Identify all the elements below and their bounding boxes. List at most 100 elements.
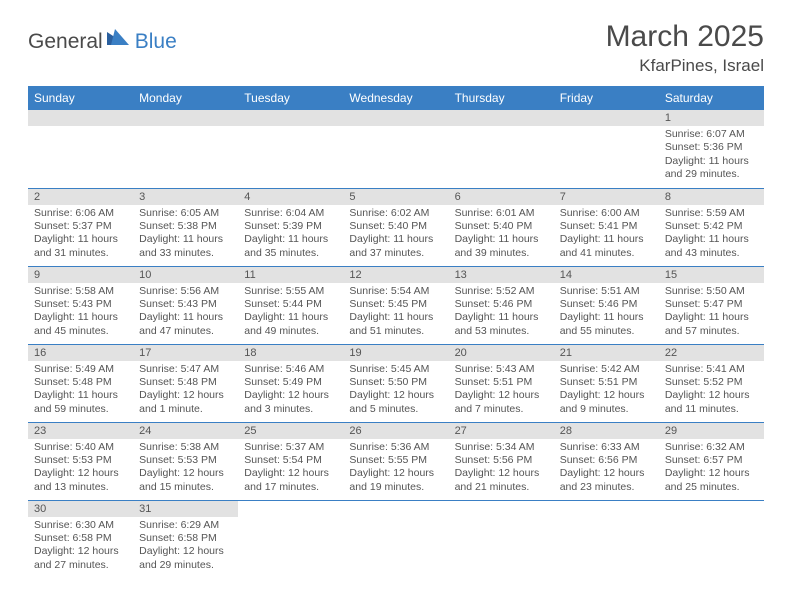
sunrise-text: Sunrise: 5:40 AM	[34, 441, 127, 454]
logo-flag-icon	[107, 29, 133, 49]
day-number: 10	[133, 267, 238, 283]
sunrise-text: Sunrise: 5:38 AM	[139, 441, 232, 454]
weekday-header: Wednesday	[343, 86, 448, 110]
daylight-text: Daylight: 12 hours and 3 minutes.	[244, 389, 337, 416]
day-number: 4	[238, 189, 343, 205]
day-details: Sunrise: 6:00 AMSunset: 5:41 PMDaylight:…	[554, 205, 659, 265]
sunrise-text: Sunrise: 5:36 AM	[349, 441, 442, 454]
sunset-text: Sunset: 5:49 PM	[244, 376, 337, 389]
calendar-day-cell: 14Sunrise: 5:51 AMSunset: 5:46 PMDayligh…	[554, 266, 659, 344]
calendar-day-cell: 5Sunrise: 6:02 AMSunset: 5:40 PMDaylight…	[343, 188, 448, 266]
day-details: Sunrise: 5:50 AMSunset: 5:47 PMDaylight:…	[659, 283, 764, 343]
calendar-table: SundayMondayTuesdayWednesdayThursdayFrid…	[28, 86, 764, 578]
day-number: 14	[554, 267, 659, 283]
sunset-text: Sunset: 5:39 PM	[244, 220, 337, 233]
calendar-empty-cell	[554, 500, 659, 578]
daylight-text: Daylight: 12 hours and 17 minutes.	[244, 467, 337, 494]
calendar-day-cell: 26Sunrise: 5:36 AMSunset: 5:55 PMDayligh…	[343, 422, 448, 500]
day-details: Sunrise: 6:33 AMSunset: 6:56 PMDaylight:…	[554, 439, 659, 499]
weekday-header: Thursday	[449, 86, 554, 110]
day-number: 20	[449, 345, 554, 361]
sunset-text: Sunset: 5:41 PM	[560, 220, 653, 233]
day-number: 31	[133, 501, 238, 517]
sunset-text: Sunset: 5:51 PM	[455, 376, 548, 389]
daylight-text: Daylight: 11 hours and 29 minutes.	[665, 155, 758, 182]
calendar-day-cell: 4Sunrise: 6:04 AMSunset: 5:39 PMDaylight…	[238, 188, 343, 266]
day-number: 3	[133, 189, 238, 205]
header: General Blue March 2025 KfarPines, Israe…	[28, 20, 764, 76]
day-details: Sunrise: 6:01 AMSunset: 5:40 PMDaylight:…	[449, 205, 554, 265]
day-number: 28	[554, 423, 659, 439]
daylight-text: Daylight: 12 hours and 11 minutes.	[665, 389, 758, 416]
day-number: 23	[28, 423, 133, 439]
location-label: KfarPines, Israel	[606, 56, 764, 76]
sunrise-text: Sunrise: 6:02 AM	[349, 207, 442, 220]
sunrise-text: Sunrise: 5:46 AM	[244, 363, 337, 376]
day-details: Sunrise: 6:02 AMSunset: 5:40 PMDaylight:…	[343, 205, 448, 265]
daylight-text: Daylight: 11 hours and 37 minutes.	[349, 233, 442, 260]
sunset-text: Sunset: 6:58 PM	[34, 532, 127, 545]
sunset-text: Sunset: 6:58 PM	[139, 532, 232, 545]
calendar-day-cell: 12Sunrise: 5:54 AMSunset: 5:45 PMDayligh…	[343, 266, 448, 344]
day-number: 21	[554, 345, 659, 361]
daylight-text: Daylight: 11 hours and 39 minutes.	[455, 233, 548, 260]
empty-day-band	[133, 110, 238, 126]
sunrise-text: Sunrise: 5:56 AM	[139, 285, 232, 298]
sunset-text: Sunset: 5:42 PM	[665, 220, 758, 233]
sunset-text: Sunset: 5:51 PM	[560, 376, 653, 389]
day-number: 19	[343, 345, 448, 361]
calendar-day-cell: 30Sunrise: 6:30 AMSunset: 6:58 PMDayligh…	[28, 500, 133, 578]
calendar-day-cell: 13Sunrise: 5:52 AMSunset: 5:46 PMDayligh…	[449, 266, 554, 344]
sunset-text: Sunset: 5:50 PM	[349, 376, 442, 389]
day-details: Sunrise: 6:06 AMSunset: 5:37 PMDaylight:…	[28, 205, 133, 265]
daylight-text: Daylight: 11 hours and 53 minutes.	[455, 311, 548, 338]
day-details: Sunrise: 6:30 AMSunset: 6:58 PMDaylight:…	[28, 517, 133, 577]
weekday-header-row: SundayMondayTuesdayWednesdayThursdayFrid…	[28, 86, 764, 110]
day-number: 7	[554, 189, 659, 205]
calendar-week-row: 2Sunrise: 6:06 AMSunset: 5:37 PMDaylight…	[28, 188, 764, 266]
day-number: 16	[28, 345, 133, 361]
sunrise-text: Sunrise: 5:55 AM	[244, 285, 337, 298]
sunrise-text: Sunrise: 5:58 AM	[34, 285, 127, 298]
day-details: Sunrise: 5:46 AMSunset: 5:49 PMDaylight:…	[238, 361, 343, 421]
day-number: 26	[343, 423, 448, 439]
daylight-text: Daylight: 12 hours and 7 minutes.	[455, 389, 548, 416]
calendar-empty-cell	[343, 110, 448, 188]
day-number: 1	[659, 110, 764, 126]
day-details: Sunrise: 5:45 AMSunset: 5:50 PMDaylight:…	[343, 361, 448, 421]
sunset-text: Sunset: 5:53 PM	[34, 454, 127, 467]
calendar-empty-cell	[343, 500, 448, 578]
day-details: Sunrise: 5:59 AMSunset: 5:42 PMDaylight:…	[659, 205, 764, 265]
calendar-day-cell: 10Sunrise: 5:56 AMSunset: 5:43 PMDayligh…	[133, 266, 238, 344]
weekday-header: Sunday	[28, 86, 133, 110]
calendar-day-cell: 25Sunrise: 5:37 AMSunset: 5:54 PMDayligh…	[238, 422, 343, 500]
sunset-text: Sunset: 5:46 PM	[560, 298, 653, 311]
calendar-day-cell: 15Sunrise: 5:50 AMSunset: 5:47 PMDayligh…	[659, 266, 764, 344]
calendar-empty-cell	[659, 500, 764, 578]
daylight-text: Daylight: 12 hours and 19 minutes.	[349, 467, 442, 494]
daylight-text: Daylight: 12 hours and 25 minutes.	[665, 467, 758, 494]
daylight-text: Daylight: 11 hours and 47 minutes.	[139, 311, 232, 338]
day-number: 25	[238, 423, 343, 439]
sunrise-text: Sunrise: 5:45 AM	[349, 363, 442, 376]
day-number: 2	[28, 189, 133, 205]
day-details: Sunrise: 5:41 AMSunset: 5:52 PMDaylight:…	[659, 361, 764, 421]
sunrise-text: Sunrise: 5:34 AM	[455, 441, 548, 454]
sunrise-text: Sunrise: 5:50 AM	[665, 285, 758, 298]
calendar-week-row: 1Sunrise: 6:07 AMSunset: 5:36 PMDaylight…	[28, 110, 764, 188]
sunrise-text: Sunrise: 6:06 AM	[34, 207, 127, 220]
empty-day-band	[28, 110, 133, 126]
calendar-week-row: 9Sunrise: 5:58 AMSunset: 5:43 PMDaylight…	[28, 266, 764, 344]
day-details: Sunrise: 5:47 AMSunset: 5:48 PMDaylight:…	[133, 361, 238, 421]
sunrise-text: Sunrise: 6:07 AM	[665, 128, 758, 141]
calendar-day-cell: 1Sunrise: 6:07 AMSunset: 5:36 PMDaylight…	[659, 110, 764, 188]
day-number: 17	[133, 345, 238, 361]
calendar-day-cell: 21Sunrise: 5:42 AMSunset: 5:51 PMDayligh…	[554, 344, 659, 422]
page-title: March 2025	[606, 20, 764, 54]
calendar-day-cell: 29Sunrise: 6:32 AMSunset: 6:57 PMDayligh…	[659, 422, 764, 500]
sunset-text: Sunset: 5:38 PM	[139, 220, 232, 233]
sunset-text: Sunset: 5:46 PM	[455, 298, 548, 311]
day-number: 15	[659, 267, 764, 283]
daylight-text: Daylight: 11 hours and 55 minutes.	[560, 311, 653, 338]
daylight-text: Daylight: 11 hours and 41 minutes.	[560, 233, 653, 260]
